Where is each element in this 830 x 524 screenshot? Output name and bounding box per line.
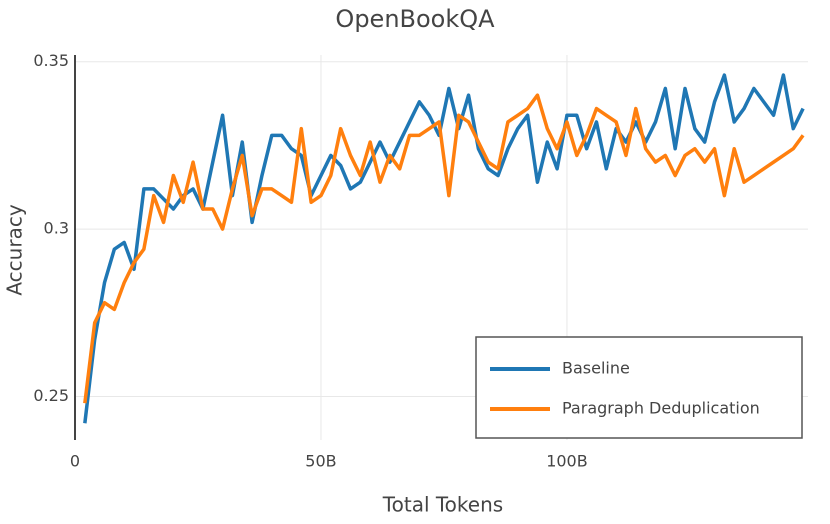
y-tick-label: 0.3 [44,219,69,238]
x-tick-label: 100B [546,452,588,471]
x-tick-label: 50B [305,452,336,471]
legend-box [475,336,803,439]
legend-label: Baseline [562,359,630,378]
chart-title: OpenBookQA [335,5,495,33]
x-tick-label: 0 [70,452,80,471]
x-axis-label: Total Tokens [382,493,503,517]
legend-label: Paragraph Deduplication [562,399,760,418]
series-line [83,93,805,404]
y-axis-label: Accuracy [3,204,27,295]
y-tick-label: 0.25 [33,386,69,405]
y-tick-label: 0.35 [33,51,69,70]
series-line [83,73,805,424]
